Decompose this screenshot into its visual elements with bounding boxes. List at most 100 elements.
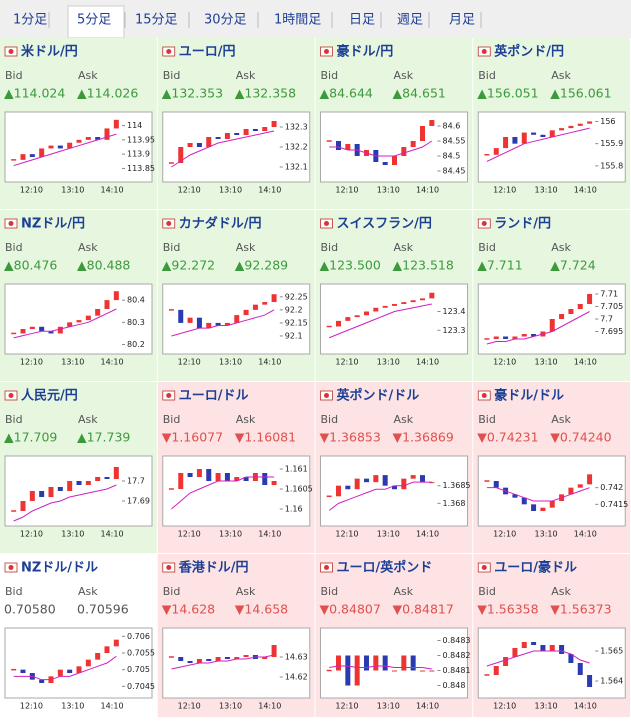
candle (29, 491, 35, 501)
tab[interactable]: 週足 (397, 13, 423, 28)
candle (336, 485, 341, 497)
tab[interactable]: 15分足 (135, 13, 178, 28)
y-tick-label: 14.63 (285, 653, 308, 662)
pair-name[interactable]: 豪ドル/ドル (494, 388, 564, 404)
pair-name[interactable]: スイスフラン/円 (337, 217, 432, 232)
x-tick-label: 14:10 (101, 702, 124, 711)
candle (354, 655, 360, 686)
y-tick-label: 0.7045 (127, 682, 155, 691)
pair-name[interactable]: ランド/円 (494, 217, 551, 232)
candle (113, 119, 119, 129)
ask-value: ▲132.358 (235, 86, 296, 101)
bid-value: ▼1.56358 (477, 602, 538, 617)
candle (364, 311, 369, 316)
moving-average (171, 654, 275, 670)
tab[interactable]: 日足 (349, 13, 375, 28)
candle (20, 501, 26, 511)
y-tick-label: 17.69 (127, 497, 150, 506)
flag-dot (481, 221, 487, 226)
candle (587, 675, 593, 687)
candle (549, 645, 555, 651)
y-tick-label: 84.55 (443, 137, 466, 146)
pair-name[interactable]: 豪ドル/円 (337, 44, 394, 60)
x-tick-label: 13:10 (61, 702, 84, 711)
pair-name[interactable]: 香港ドル/円 (178, 560, 249, 576)
y-tick-label: 92.15 (285, 318, 308, 327)
candle (206, 137, 212, 147)
candle (39, 679, 45, 683)
candle (76, 481, 82, 485)
ask-label: Ask (394, 69, 414, 82)
bid-value: ▲92.272 (162, 258, 215, 273)
y-tick-label: 113.9 (127, 150, 150, 159)
y-tick-label: 84.45 (443, 167, 466, 176)
tab[interactable]: 30分足 (204, 13, 247, 28)
candle (521, 642, 527, 648)
candle (20, 669, 26, 673)
chart-box (320, 283, 468, 355)
candle (262, 473, 268, 485)
candle (373, 655, 379, 671)
tab[interactable]: 1分足 (13, 13, 47, 28)
pair-name[interactable]: 人民元/円 (21, 388, 78, 404)
candle (215, 137, 221, 139)
pair-name[interactable]: ユーロ/ドル (179, 389, 249, 404)
pair-name[interactable]: 英ポンド/円 (493, 44, 564, 60)
tab[interactable]: 5分足 (77, 13, 111, 28)
moving-average (329, 140, 433, 157)
candle (178, 309, 184, 323)
tab[interactable]: 月足 (449, 13, 475, 28)
x-tick-label: 13:10 (535, 530, 558, 539)
bid-label: Bid (321, 585, 339, 598)
candle (187, 661, 193, 663)
y-tick-label: 92.25 (285, 292, 308, 301)
pair-name[interactable]: ユーロ/豪ドル (494, 560, 577, 576)
tab[interactable]: 1時間足 (274, 13, 321, 28)
x-tick-label: 13:10 (535, 702, 558, 711)
bid-value: ▲132.353 (162, 86, 223, 101)
candle (104, 128, 110, 140)
ask-label: Ask (551, 69, 571, 82)
y-tick-label: 123.3 (443, 326, 466, 335)
pair-name[interactable]: NZドル/円 (21, 217, 85, 232)
candle (29, 326, 35, 329)
pair-name[interactable]: NZドル/ドル (21, 561, 98, 576)
bid-label: Bid (321, 241, 339, 254)
pair-name[interactable]: 米ドル/円 (21, 44, 78, 60)
candle (76, 666, 82, 673)
candle (420, 298, 425, 301)
ask-value: ▼1.16081 (235, 430, 296, 445)
candle (429, 120, 435, 126)
ask-label: Ask (551, 413, 571, 426)
moving-average (486, 487, 590, 502)
candle (271, 481, 277, 485)
y-tick-label: 92.1 (285, 331, 303, 340)
pair-name[interactable]: ユーロ/円 (179, 45, 236, 60)
flag-dot (8, 221, 14, 226)
flag-dot (324, 393, 329, 398)
chart-box (162, 111, 311, 183)
candle (196, 469, 202, 477)
candle (531, 132, 537, 135)
pair-name[interactable]: カナダドル/円 (179, 216, 262, 232)
candle (382, 475, 388, 486)
candle (577, 663, 583, 675)
x-tick-label: 14:10 (258, 530, 281, 539)
x-tick-label: 13:10 (219, 530, 242, 539)
candle (512, 648, 518, 657)
bid-label: Bid (478, 241, 496, 254)
y-tick-label: 132.1 (285, 163, 308, 172)
y-tick-label: 80.4 (127, 296, 145, 305)
flag-dot (324, 221, 329, 226)
pair-name[interactable]: ユーロ/英ポンド (337, 560, 433, 576)
ask-label: Ask (236, 585, 256, 598)
y-tick-label: 0.7415 (600, 500, 628, 509)
pair-name[interactable]: 英ポンド/ドル (336, 388, 420, 404)
candle (540, 507, 546, 511)
candle (531, 504, 537, 511)
y-tick-label: 84.6 (443, 122, 461, 131)
y-tick-label: 92.2 (285, 305, 303, 314)
candle (392, 156, 397, 165)
candle (20, 154, 26, 160)
x-tick-label: 12:10 (20, 530, 43, 539)
